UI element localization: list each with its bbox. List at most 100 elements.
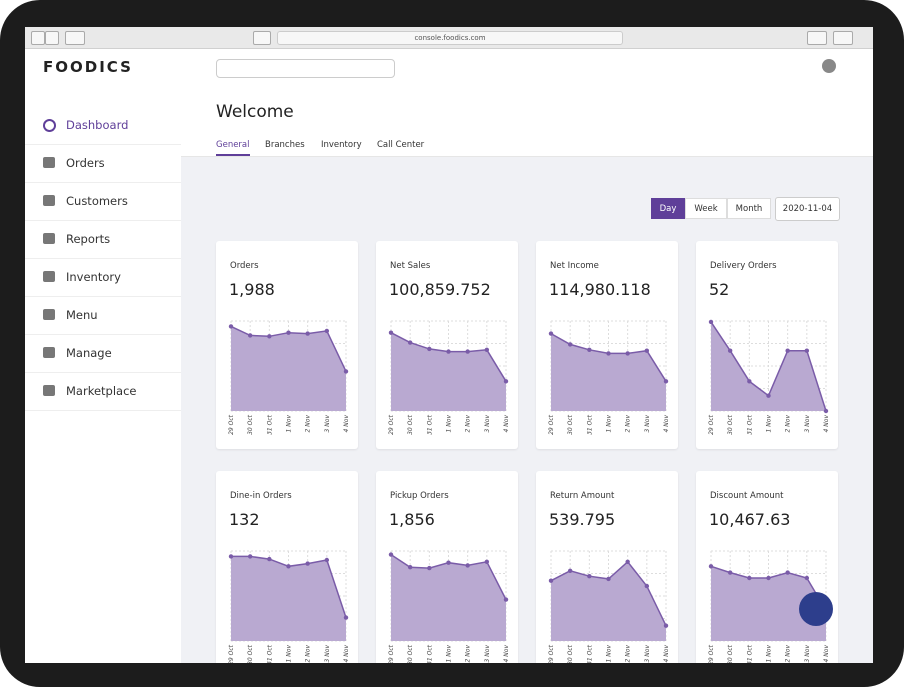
point [727, 570, 733, 575]
point [286, 564, 291, 569]
browser-toolbar: console.foodics.com [25, 27, 873, 49]
card-value: 114,980.118 [549, 280, 651, 299]
area [711, 566, 826, 641]
x-tick-label: 1 Nov [446, 415, 453, 433]
point [804, 348, 810, 353]
back-button[interactable] [31, 31, 45, 45]
tab[interactable]: General [216, 140, 250, 156]
x-tick-label: 1 Nov [446, 645, 453, 663]
x-tick-label: 3 Nov [804, 415, 811, 433]
x-tick-label: 3 Nov [324, 645, 331, 663]
share-button[interactable] [807, 31, 827, 45]
metric-card: Dine-in Orders 132 29 Oct 30 Oct 31 Oct 1 Nov… [216, 471, 358, 663]
point [708, 564, 714, 569]
point [567, 568, 573, 573]
x-tick-label: 29 Oct [708, 414, 715, 435]
header: Welcome General Branches Inventory Call Cen… [181, 49, 873, 157]
chat-button[interactable] [799, 592, 833, 626]
period-button[interactable]: Day [651, 198, 685, 219]
nav-item[interactable]: Menu [25, 296, 181, 335]
card-title: Discount Amount [710, 491, 784, 501]
point [663, 379, 669, 384]
metric-card: Orders 1,988 29 Oct 30 Oct 31 Oct 1 Nov 2 Nov 3… [216, 241, 358, 449]
user-icon[interactable] [822, 59, 836, 73]
point [228, 324, 234, 329]
x-tick-label: 29 Oct [388, 414, 395, 435]
nav-label: Menu [66, 308, 98, 322]
sparkline: 29 Oct 30 Oct 31 Oct 1 Nov 2 Nov 3 Nov 4 Nov [228, 550, 350, 663]
logo: FOODICS [43, 58, 133, 76]
metric-card: Delivery Orders 52 29 Oct 30 Oct 31 Oct 1 Nov… [696, 241, 838, 449]
x-tick-label: 4 Nov [503, 645, 510, 663]
x-tick-label: 2 Nov [625, 415, 632, 433]
x-tick-label: 29 Oct [388, 644, 395, 663]
x-tick-label: 2 Nov [465, 415, 472, 433]
x-tick-label: 3 Nov [324, 415, 331, 433]
search-box[interactable] [216, 59, 395, 78]
point [446, 349, 451, 354]
metric-card: Net Sales 100,859.752 29 Oct 30 Oct 31 Oct 1 … [376, 241, 518, 449]
card-value: 100,859.752 [389, 280, 491, 299]
point [727, 348, 733, 353]
x-tick-label: 4 Nov [663, 645, 670, 663]
x-tick-label: 3 Nov [644, 415, 651, 433]
sidebar-button[interactable] [65, 31, 85, 45]
point [548, 578, 554, 583]
point [625, 559, 630, 564]
date-picker[interactable]: 2020-11-04 [775, 197, 840, 221]
card-value: 539.795 [549, 510, 616, 529]
nav-item[interactable]: Inventory [25, 258, 181, 297]
point [247, 554, 253, 559]
period-button[interactable]: Week [685, 198, 727, 219]
x-tick-label: 29 Oct [548, 414, 555, 435]
x-tick-label: 1 Nov [766, 645, 773, 663]
tab[interactable]: Call Center [377, 140, 425, 150]
point [427, 346, 432, 352]
sparkline: 29 Oct 30 Oct 31 Oct 1 Nov 2 Nov 3 Nov 4 Nov [548, 550, 670, 663]
nav-item[interactable]: Manage [25, 334, 181, 373]
nav-label: Orders [66, 156, 105, 170]
tab[interactable]: Branches [265, 140, 305, 150]
sparkline: 29 Oct 30 Oct 31 Oct 1 Nov 2 Nov 3 Nov 4 Nov [388, 550, 510, 663]
x-tick-label: 30 Oct [247, 414, 254, 435]
point [343, 615, 349, 620]
point [766, 575, 771, 581]
tab[interactable]: Inventory [321, 140, 362, 150]
nav-item[interactable]: Dashboard [25, 106, 181, 145]
tabs-button[interactable] [833, 31, 853, 45]
point [663, 623, 669, 628]
x-tick-label: 1 Nov [606, 415, 613, 433]
x-tick-label: 4 Nov [343, 415, 350, 433]
x-tick-label: 30 Oct [567, 644, 574, 663]
nav-item[interactable]: Customers [25, 182, 181, 221]
x-tick-label: 31 Oct [586, 414, 593, 435]
point [228, 554, 234, 559]
x-tick-label: 2 Nov [305, 645, 312, 663]
card-value: 1,988 [229, 280, 275, 299]
point [606, 576, 611, 582]
forward-button[interactable] [45, 31, 59, 45]
x-tick-label: 4 Nov [343, 645, 350, 663]
nav-item[interactable]: Reports [25, 220, 181, 259]
point [324, 328, 330, 334]
nav-item[interactable]: Orders [25, 144, 181, 183]
metric-card: Net Income 114,980.118 29 Oct 30 Oct 31 Oct 1… [536, 241, 678, 449]
url-bar[interactable]: console.foodics.com [277, 31, 623, 45]
point [804, 575, 810, 581]
metric-card: Return Amount 539.795 29 Oct 30 Oct 31 Oct 1 … [536, 471, 678, 663]
x-tick-label: 2 Nov [465, 645, 472, 663]
card-value: 132 [229, 510, 260, 529]
x-tick-label: 4 Nov [823, 415, 830, 433]
point [484, 347, 490, 352]
x-tick-label: 2 Nov [785, 645, 792, 663]
period-button[interactable]: Month [727, 198, 771, 219]
x-tick-label: 2 Nov [305, 415, 312, 433]
nav-item[interactable]: Marketplace [25, 372, 181, 411]
x-tick-label: 4 Nov [823, 645, 830, 663]
privacy-button[interactable] [253, 31, 271, 45]
nav-icon [43, 195, 55, 206]
point [625, 351, 630, 356]
area [551, 333, 666, 411]
point [766, 393, 771, 398]
